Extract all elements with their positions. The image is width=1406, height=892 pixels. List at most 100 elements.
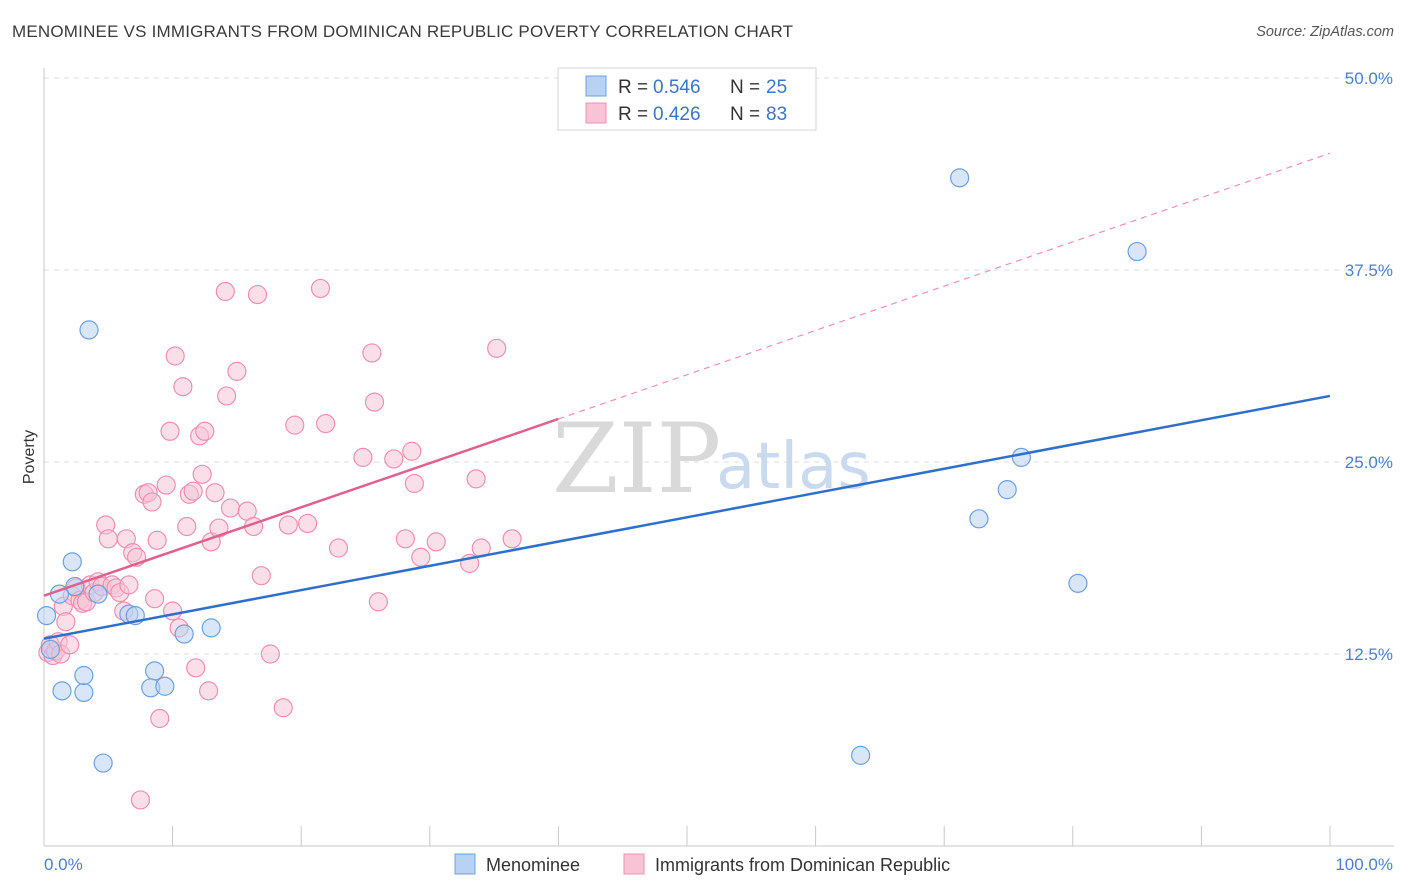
dominican-point-51 — [209, 518, 229, 538]
dominican-point-73 — [395, 529, 415, 549]
dominican-point-59 — [251, 566, 271, 586]
dominican-point-32 — [144, 589, 165, 609]
y-axis-label: Poverty — [21, 430, 38, 484]
chart-title: MENOMINEE VS IMMIGRANTS FROM DOMINICAN R… — [12, 22, 794, 41]
legend-r-value-2: 0.426 — [653, 104, 701, 125]
dominican-point-58 — [247, 284, 268, 305]
dominican-trend-line — [43, 417, 559, 597]
dominican-point-47 — [195, 421, 215, 441]
menominee-point-10 — [155, 676, 175, 696]
menominee-point-15 — [74, 665, 94, 686]
dominican-point-75 — [404, 473, 424, 494]
legend-n-value-1: 25 — [766, 77, 787, 98]
dominican-point-8 — [60, 635, 80, 655]
menominee-point-18 — [950, 168, 970, 188]
dominican-point-52 — [215, 281, 235, 302]
dominican-point-81 — [487, 338, 507, 358]
menominee-point-3 — [65, 576, 85, 597]
dominican-point-74 — [402, 441, 422, 461]
dominican-point-64 — [298, 513, 318, 534]
legend-swatch-menominee — [585, 75, 607, 97]
bottom-legend-swatch-menominee — [454, 853, 476, 875]
dominican-point-69 — [362, 343, 382, 363]
y-tick-label-2: 37.5% — [1345, 261, 1393, 280]
dominican-point-33 — [147, 530, 167, 550]
watermark-atlas: atlas — [716, 430, 871, 504]
x-ticks — [43, 826, 1331, 846]
legend-box: R = 0.546 N = 25 R = 0.426 N = 83 — [557, 67, 817, 131]
dominican-point-36 — [160, 421, 180, 441]
menominee-point-24 — [40, 639, 61, 659]
y-tick-label-3: 50.0% — [1345, 69, 1393, 88]
dominican-point-25 — [119, 575, 139, 595]
dominican-point-44 — [186, 658, 206, 678]
dominican-point-54 — [220, 498, 241, 518]
menominee-point-16 — [93, 753, 113, 773]
x-tick-label-min: 0.0% — [44, 855, 83, 874]
dominican-point-48 — [199, 681, 219, 701]
menominee-point-0 — [36, 605, 57, 626]
legend-n-label-1: N = — [730, 77, 760, 98]
axes — [43, 68, 1394, 847]
dominican-point-62 — [278, 515, 298, 535]
source-label: Source: ZipAtlas.com — [1256, 24, 1394, 40]
x-tick-label-max: 100.0% — [1335, 855, 1393, 874]
series-dominican-points — [38, 278, 522, 810]
menominee-point-20 — [997, 480, 1017, 500]
dominican-point-40 — [173, 377, 193, 397]
dominican-point-55 — [227, 361, 247, 381]
dominican-point-68 — [353, 447, 373, 467]
series-menominee-points — [36, 168, 1147, 773]
menominee-trend-line — [43, 394, 1331, 640]
menominee-point-17 — [851, 745, 871, 765]
menominee-point-11 — [174, 624, 194, 644]
dominican-point-60 — [260, 644, 280, 664]
menominee-point-5 — [88, 584, 108, 604]
bottom-legend-swatch-dominican — [623, 853, 645, 875]
menominee-point-19 — [969, 509, 989, 529]
menominee-point-13 — [52, 681, 72, 701]
y-tick-label-1: 25.0% — [1345, 453, 1393, 472]
dominican-point-41 — [177, 516, 197, 537]
watermark: ZIP atlas — [552, 403, 871, 515]
dominican-point-31 — [142, 492, 162, 512]
bottom-legend-label-menominee: Menominee — [486, 855, 580, 875]
dominican-point-7 — [56, 612, 76, 632]
legend-n-value-2: 83 — [766, 104, 787, 125]
menominee-point-14 — [74, 682, 94, 703]
dominican-point-63 — [285, 415, 305, 435]
dominican-point-46 — [192, 464, 212, 484]
menominee-point-23 — [1127, 241, 1147, 262]
menominee-point-12 — [201, 618, 221, 638]
dominican-point-35 — [156, 475, 176, 495]
dominican-point-61 — [273, 698, 293, 718]
dominican-point-28 — [130, 790, 151, 810]
dominican-point-50 — [205, 483, 225, 503]
menominee-point-22 — [1068, 573, 1088, 593]
dominican-point-43 — [183, 481, 203, 501]
dominican-point-37 — [163, 601, 183, 621]
legend-r-label-2: R = — [618, 104, 648, 125]
dominican-point-65 — [310, 278, 331, 299]
dominican-point-71 — [368, 592, 388, 612]
legend-n-label-2: N = — [730, 104, 760, 125]
y-tick-label-0: 12.5% — [1345, 645, 1393, 664]
menominee-point-2 — [62, 552, 82, 572]
y-tick-labels: 12.5% 25.0% 37.5% 50.0% — [1345, 69, 1393, 664]
dominican-point-77 — [426, 532, 446, 552]
dominican-point-38 — [165, 346, 185, 366]
legend-swatch-dominican — [585, 102, 607, 124]
menominee-point-4 — [79, 320, 99, 340]
dominican-point-66 — [316, 414, 336, 434]
dominican-point-79 — [466, 469, 486, 489]
legend-r-label-1: R = — [618, 77, 648, 98]
dominican-point-34 — [150, 708, 170, 729]
dominican-point-19 — [98, 529, 118, 549]
dominican-point-76 — [411, 547, 431, 567]
menominee-point-8 — [144, 661, 165, 681]
dominican-point-53 — [217, 386, 237, 406]
dominican-point-72 — [384, 449, 404, 469]
legend-r-value-1: 0.546 — [653, 77, 701, 98]
dominican-point-67 — [328, 538, 349, 558]
